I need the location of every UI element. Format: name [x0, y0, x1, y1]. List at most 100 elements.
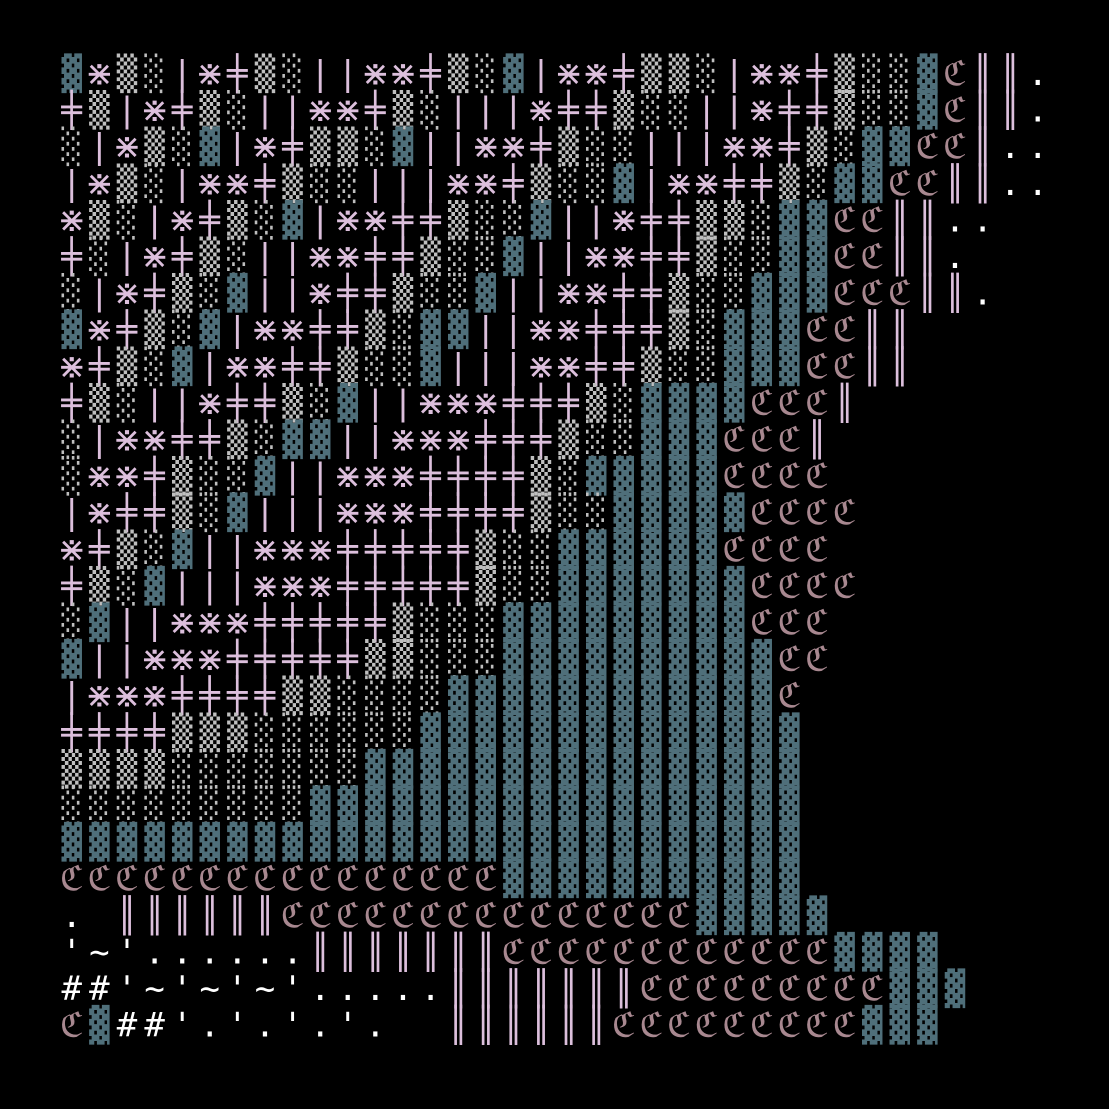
glyph-row: ╪ ▒ ░ ▓ | | |⋇⋇⋇╪ ╪ ╪ ╪ ╪ ▒ ░ ░ ▓ ▓ ▓ ▓ ▓ ▓ ▓ ℭ ℭ ℭ ℭ — [61, 565, 857, 606]
glyph: ░ — [144, 162, 164, 203]
glyph: | — [227, 310, 247, 350]
glyph: ╪ — [419, 565, 441, 606]
glyph: ▓ — [420, 748, 441, 789]
glyph-row: ░ |⋇╪ ▒ ░ ▓ | |⋇╪ ╪ ▒ ░ ░ ▓ | |⋇⋇╪ ╪ ▒ ░ ░ ▓ ▓ ▓ ℭ ℭ ℭ ║ ║. — [62, 272, 993, 313]
glyph: ░ — [200, 748, 220, 789]
glyph: ▓ — [393, 785, 414, 826]
glyph: | — [255, 493, 275, 533]
glyph: ℭ — [915, 163, 939, 203]
glyph: ▓ — [393, 821, 414, 862]
glyph: ║ — [531, 968, 551, 1009]
glyph: ░ — [890, 89, 910, 130]
glyph: ℭ — [860, 969, 884, 1009]
glyph: ⋇ — [389, 493, 418, 533]
glyph: ╪ — [254, 675, 276, 716]
glyph: ╪ — [364, 565, 386, 606]
glyph: ℭ — [805, 310, 829, 350]
glyph: ▓ — [282, 199, 303, 240]
glyph: ▓ — [531, 602, 552, 643]
glyph-row: ░ ░ ░ ░ ░ ░ ░ ░ ░ ▓ ▓ ▓ ▓ ▓ ▓ ▓ ▓ ▓ ▓ ▓ ▓ ▓ ▓ ▓ ▓ ▓ ▓ — [62, 785, 801, 826]
glyph: . — [1000, 127, 1020, 167]
glyph: ▓ — [255, 455, 276, 496]
glyph: ℭ — [722, 420, 746, 460]
glyph: ░ — [310, 162, 330, 203]
glyph: ▓ — [917, 931, 938, 972]
glyph: | — [144, 200, 164, 240]
glyph: | — [117, 639, 137, 679]
glyph: ▓ — [172, 821, 193, 862]
glyph: ▓ — [696, 565, 717, 606]
glyph: ╪ — [337, 309, 359, 350]
glyph: ░ — [62, 126, 82, 167]
glyph: ▓ — [558, 638, 579, 679]
glyph: ▓ — [862, 1004, 883, 1045]
glyph: ▓ — [503, 638, 524, 679]
glyph: ░ — [531, 565, 551, 606]
glyph: ░ — [724, 272, 744, 313]
glyph: ℭ — [943, 127, 967, 167]
glyph: | — [724, 90, 744, 130]
glyph: ░ — [503, 199, 523, 240]
glyph: ▒ — [365, 309, 386, 350]
glyph: ▓ — [724, 565, 745, 606]
glyph: ⋇ — [775, 54, 804, 94]
glyph: ╪ — [254, 602, 276, 643]
glyph: ▓ — [420, 821, 441, 862]
glyph: ▓ — [641, 821, 662, 862]
glyph: ℭ — [639, 1005, 663, 1045]
glyph: ▓ — [917, 53, 938, 94]
glyph: ▓ — [503, 821, 524, 862]
glyph: | — [227, 566, 247, 606]
glyph: ░ — [117, 785, 137, 826]
glyph: ╪ — [337, 638, 359, 679]
glyph: ░ — [117, 382, 137, 423]
glyph: ▒ — [531, 162, 552, 203]
glyph: ╪ — [61, 89, 83, 130]
glyph: ▓ — [779, 858, 800, 899]
glyph: ░ — [310, 711, 330, 752]
glyph: ▓ — [365, 821, 386, 862]
glyph: ▓ — [669, 382, 690, 423]
glyph: ░ — [144, 785, 164, 826]
glyph: ' — [282, 969, 302, 1009]
glyph: ╪ — [530, 419, 552, 460]
glyph: ╪ — [364, 528, 386, 569]
glyph: ⋇ — [196, 54, 225, 94]
glyph: ░ — [531, 528, 551, 569]
glyph: | — [282, 456, 302, 496]
glyph: ▓ — [586, 602, 607, 643]
glyph: ╪ — [447, 565, 469, 606]
glyph: ▓ — [669, 748, 690, 789]
glyph: ▓ — [724, 492, 745, 533]
glyph: ▓ — [696, 382, 717, 423]
glyph: ▒ — [172, 492, 193, 533]
glyph: ⋇ — [140, 90, 169, 130]
glyph: ▒ — [89, 748, 110, 789]
glyph: ▓ — [669, 675, 690, 716]
glyph: ╪ — [281, 126, 303, 167]
glyph: ⋇ — [361, 200, 390, 240]
glyph: ░ — [393, 675, 413, 716]
glyph: ⋇ — [527, 346, 556, 386]
glyph: ║ — [448, 931, 468, 972]
glyph: ▓ — [476, 785, 497, 826]
glyph: ⋇ — [168, 603, 197, 643]
glyph: ▓ — [890, 126, 911, 167]
glyph: ╪ — [116, 711, 138, 752]
glyph: ╪ — [613, 272, 635, 313]
glyph: | — [531, 273, 551, 313]
glyph: ▒ — [282, 675, 303, 716]
glyph: ⋇ — [306, 273, 335, 313]
glyph: | — [476, 310, 496, 350]
glyph-row: ░⋇⋇╪ ▒ ░ ░ ▓ | |⋇⋇⋇╪ ╪ ╪ ╪ ▒ ░ ▓ ▓ ▓ ▓ ▓ ℭ ℭ ℭ ℭ — [62, 455, 829, 496]
glyph: ▓ — [586, 821, 607, 862]
glyph: ⋇ — [554, 346, 583, 386]
glyph: ╪ — [475, 492, 497, 533]
glyph: ℭ — [805, 529, 829, 569]
glyph: ▓ — [752, 675, 773, 716]
glyph: ▓ — [448, 821, 469, 862]
glyph: | — [62, 163, 82, 203]
glyph: ░ — [558, 455, 578, 496]
glyph: | — [641, 163, 661, 203]
glyph: ▓ — [558, 748, 579, 789]
